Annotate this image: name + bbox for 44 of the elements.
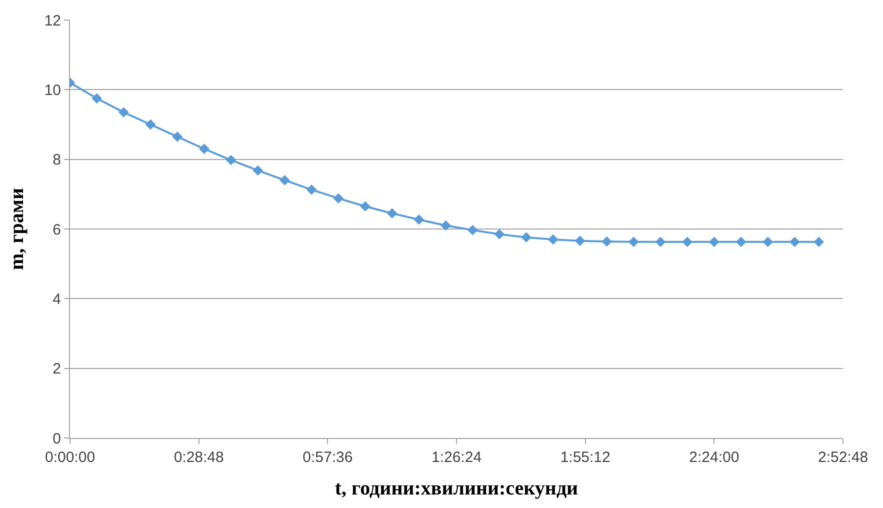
y-tick-label: 6: [52, 221, 61, 238]
y-tick-label: 10: [44, 82, 61, 99]
point: [762, 236, 774, 248]
y-tick-label: 8: [52, 152, 61, 169]
x-tick-label: 0:28:48: [174, 449, 224, 466]
point: [814, 236, 824, 248]
y-axis-title: m, грами: [6, 188, 28, 270]
x-tick-label: 2:52:48: [818, 449, 868, 466]
point: [145, 119, 156, 130]
point: [226, 154, 236, 166]
point: [386, 208, 398, 219]
point: [521, 232, 532, 243]
point: [708, 236, 720, 248]
y-tick-label: 0: [52, 430, 61, 448]
point: [655, 236, 666, 248]
point: [602, 236, 612, 247]
x-tick-label: 2:24:00: [689, 449, 740, 466]
point: [172, 131, 183, 142]
point: [414, 214, 424, 225]
y-tick-label: 4: [52, 290, 61, 308]
point: [118, 107, 129, 118]
x-tick-label: 0:57:36: [302, 449, 353, 466]
x-tick-label: 0:00:00: [44, 449, 96, 466]
point: [628, 236, 639, 248]
point: [252, 165, 264, 176]
point: [574, 236, 586, 246]
x-axis-title: t, години:хвилини:секунди: [334, 478, 578, 500]
point: [92, 93, 102, 104]
point: [736, 236, 746, 248]
point: [682, 236, 693, 248]
y-tick-label: 12: [44, 12, 61, 30]
point: [306, 184, 317, 195]
point: [494, 229, 505, 240]
x-tick-label: 1:26:24: [431, 449, 482, 466]
point: [333, 193, 344, 204]
point: [199, 144, 210, 154]
y-tick-label: 2: [52, 360, 61, 378]
x-tick-label: 1:55:12: [560, 449, 610, 466]
point: [548, 234, 558, 245]
point: [280, 175, 290, 186]
point: [360, 201, 370, 212]
point: [789, 236, 800, 248]
point: [440, 220, 451, 231]
point: [467, 224, 478, 236]
